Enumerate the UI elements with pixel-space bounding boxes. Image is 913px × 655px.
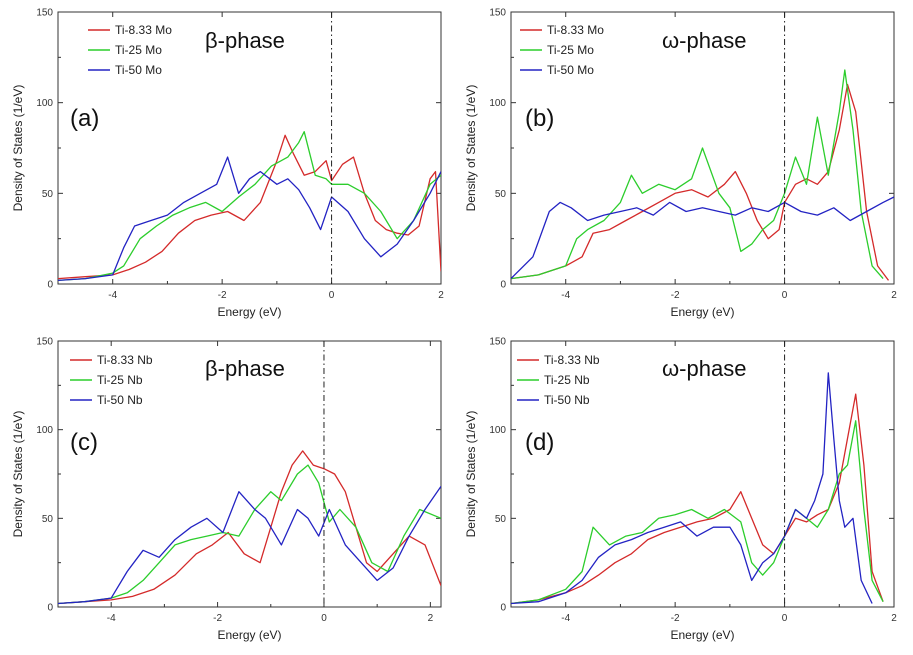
phase-label: β-phase <box>205 28 285 53</box>
series-line-2 <box>58 464 441 605</box>
phase-label: ω-phase <box>662 356 746 381</box>
x-tick-label: 0 <box>782 613 788 624</box>
panel-letter: (d) <box>525 429 554 456</box>
series-line-3 <box>511 372 873 605</box>
y-axis-label: Density of States (1/eV) <box>464 85 478 212</box>
series-line-1 <box>511 393 884 605</box>
y-tick-label: 150 <box>36 8 53 19</box>
y-tick-label: 100 <box>36 425 53 436</box>
y-tick-label: 50 <box>42 514 54 525</box>
panel-letter: (b) <box>525 105 554 132</box>
x-tick-label: 2 <box>891 290 897 301</box>
y-tick-label: 150 <box>489 337 506 348</box>
y-tick-label: 0 <box>47 603 53 614</box>
x-tick-label: -2 <box>218 290 227 301</box>
x-tick-label: -2 <box>671 290 680 301</box>
legend-label: Ti-25 Mo <box>547 43 594 57</box>
legend-label: Ti-8.33 Nb <box>97 353 153 367</box>
series-line-3 <box>58 156 441 282</box>
x-tick-label: 2 <box>891 613 897 624</box>
phase-label: ω-phase <box>662 28 746 53</box>
x-tick-label: 2 <box>428 613 434 624</box>
y-axis-label: Density of States (1/eV) <box>464 411 478 538</box>
chart-panel-1: -4 -2 0 2 0 50 100 150 Energy (eV) Density of Sta… <box>11 8 444 320</box>
x-tick-label: 0 <box>329 290 335 301</box>
y-tick-label: 150 <box>36 337 53 348</box>
x-tick-label: 0 <box>782 290 788 301</box>
x-tick-label: -4 <box>561 613 570 624</box>
panel-letter: (a) <box>70 105 99 132</box>
y-axis-label: Density of States (1/eV) <box>11 85 25 212</box>
series-line-3 <box>58 486 441 605</box>
y-axis-label: Density of States (1/eV) <box>11 411 25 538</box>
phase-label: β-phase <box>205 356 285 381</box>
x-axis-label: Energy (eV) <box>670 305 734 319</box>
series-line-2 <box>511 420 884 605</box>
series-line-1 <box>58 450 441 605</box>
x-axis-label: Energy (eV) <box>217 305 281 319</box>
legend-label: Ti-50 Mo <box>115 63 162 77</box>
y-tick-label: 50 <box>495 514 507 525</box>
panel-letter: (c) <box>70 429 98 456</box>
y-tick-label: 100 <box>489 425 506 436</box>
x-tick-label: 0 <box>321 613 327 624</box>
legend-label: Ti-8.33 Nb <box>544 353 600 367</box>
legend-label: Ti-8.33 Mo <box>547 23 604 37</box>
chart-panel-3: -4 -2 0 2 0 50 100 150 Energy (eV) Density of Sta… <box>11 337 442 642</box>
series-line-2 <box>511 69 884 280</box>
x-axis-label: Energy (eV) <box>670 628 734 642</box>
legend-label: Ti-25 Mo <box>115 43 162 57</box>
x-tick-label: 2 <box>438 290 444 301</box>
series-line-3 <box>511 196 894 280</box>
x-axis-label: Energy (eV) <box>217 628 281 642</box>
y-tick-label: 0 <box>500 603 506 614</box>
legend-label: Ti-50 Mo <box>547 63 594 77</box>
x-tick-label: -4 <box>107 613 116 624</box>
x-tick-label: -4 <box>108 290 117 301</box>
legend-label: Ti-25 Nb <box>544 373 590 387</box>
x-tick-label: -2 <box>671 613 680 624</box>
legend-label: Ti-8.33 Mo <box>115 23 172 37</box>
y-tick-label: 100 <box>489 98 506 109</box>
legend-label: Ti-50 Nb <box>544 393 590 407</box>
chart-panel-4: -4 -2 0 2 0 50 100 150 Energy (eV) Density of Sta… <box>464 337 897 643</box>
y-tick-label: 0 <box>47 280 53 291</box>
x-tick-label: -2 <box>213 613 222 624</box>
y-tick-label: 50 <box>42 189 54 200</box>
series-line-2 <box>58 131 441 282</box>
y-tick-label: 100 <box>36 98 53 109</box>
y-tick-label: 150 <box>489 8 506 19</box>
y-tick-label: 0 <box>500 280 506 291</box>
legend-label: Ti-25 Nb <box>97 373 143 387</box>
series-line-1 <box>58 134 441 280</box>
y-tick-label: 50 <box>495 189 507 200</box>
chart-panel-2: -4 -2 0 2 0 50 100 150 Energy (eV) Density of Sta… <box>464 8 897 320</box>
x-tick-label: -4 <box>561 290 570 301</box>
series-line-1 <box>511 83 890 281</box>
legend-label: Ti-50 Nb <box>97 393 143 407</box>
